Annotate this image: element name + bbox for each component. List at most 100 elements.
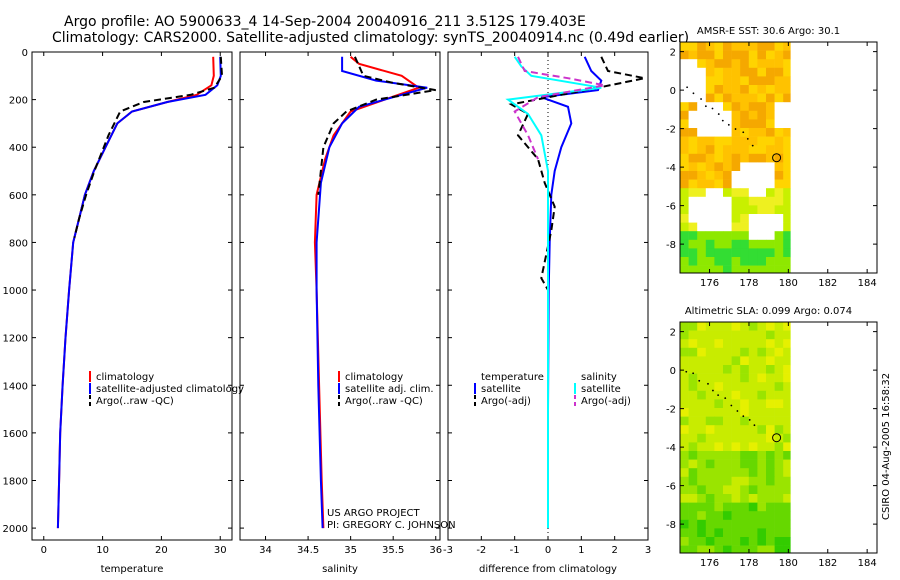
map-cell bbox=[748, 322, 758, 331]
map-cell bbox=[705, 537, 715, 546]
map-cell bbox=[748, 442, 758, 452]
map-cell bbox=[766, 93, 775, 103]
map-cell bbox=[705, 136, 715, 146]
salinity-frame bbox=[239, 51, 441, 541]
map-cell bbox=[783, 93, 791, 103]
sst_map-coast-dot bbox=[700, 98, 702, 100]
map-cell bbox=[697, 239, 707, 249]
sla_map-ytick-label: 2 bbox=[670, 328, 676, 339]
map-cell bbox=[774, 214, 784, 223]
map-cell bbox=[766, 188, 775, 198]
map-cell bbox=[774, 110, 784, 120]
map-cell bbox=[774, 347, 784, 357]
map-cell bbox=[748, 239, 758, 249]
map-cell bbox=[697, 339, 707, 349]
map-cell bbox=[740, 528, 750, 538]
map-cell bbox=[714, 365, 724, 374]
map-cell bbox=[697, 425, 707, 435]
map-cell bbox=[688, 356, 698, 366]
map-cell bbox=[688, 239, 698, 249]
map-cell bbox=[680, 153, 689, 163]
map-cell bbox=[723, 330, 732, 340]
map-cell bbox=[757, 153, 767, 163]
map-cell bbox=[740, 265, 750, 274]
map-cell bbox=[697, 408, 707, 417]
map-cell bbox=[688, 365, 698, 374]
map-cell bbox=[680, 93, 689, 103]
map-cell bbox=[688, 382, 698, 392]
map-cell bbox=[705, 42, 715, 51]
map-cell bbox=[774, 162, 784, 172]
map-cell bbox=[714, 171, 724, 180]
map-cell bbox=[688, 511, 698, 521]
map-cell bbox=[757, 171, 767, 180]
sla_map-xtick-label: 178 bbox=[739, 558, 758, 569]
map-cell bbox=[705, 416, 715, 426]
map-cell bbox=[748, 205, 758, 215]
map-cell bbox=[740, 382, 750, 392]
map-cell bbox=[731, 494, 741, 503]
map-cell bbox=[680, 347, 689, 357]
sst_map-profile-marker bbox=[772, 153, 782, 163]
map-cell bbox=[757, 85, 767, 94]
map-cell bbox=[688, 339, 698, 349]
map-cell bbox=[757, 179, 767, 189]
map-cell bbox=[705, 93, 715, 103]
map-cell bbox=[774, 128, 784, 137]
map-cell bbox=[705, 231, 715, 241]
map-cell bbox=[714, 76, 724, 86]
map-cell bbox=[705, 162, 715, 172]
sst_map-coast-dot bbox=[746, 137, 749, 140]
map-cell bbox=[705, 519, 715, 529]
map-cell bbox=[740, 502, 750, 512]
map-cell bbox=[688, 93, 698, 103]
map-cell bbox=[697, 382, 707, 392]
map-cell bbox=[688, 50, 698, 60]
map-cell bbox=[705, 322, 715, 331]
map-cell bbox=[688, 519, 698, 529]
difference-temp-legend-label: temperature bbox=[481, 372, 544, 383]
map-cell bbox=[723, 373, 732, 383]
map-cell bbox=[731, 128, 741, 137]
map-cell bbox=[740, 459, 750, 469]
map-cell bbox=[766, 330, 775, 340]
map-cell bbox=[680, 537, 689, 546]
map-cell bbox=[766, 196, 775, 206]
map-cell bbox=[783, 257, 791, 266]
map-cell bbox=[748, 102, 758, 112]
map-cell bbox=[731, 322, 741, 331]
temperature-xtick-label: 20 bbox=[155, 545, 168, 556]
map-cell bbox=[697, 330, 707, 340]
map-cell bbox=[740, 511, 750, 521]
map-cell bbox=[680, 322, 689, 331]
map-cell bbox=[680, 433, 689, 443]
map-cell bbox=[714, 85, 724, 94]
map-cell bbox=[688, 442, 698, 452]
map-cell bbox=[766, 468, 775, 478]
map-cell bbox=[757, 205, 767, 215]
difference-series-argo-adj-temperature- bbox=[508, 56, 645, 291]
map-cell bbox=[757, 519, 767, 529]
map-cell bbox=[766, 451, 775, 460]
map-cell bbox=[731, 119, 741, 129]
map-cell bbox=[783, 373, 791, 383]
map-cell bbox=[688, 502, 698, 512]
map-cell bbox=[766, 67, 775, 77]
difference-xtick-label: 1 bbox=[578, 545, 584, 556]
sst_map-xtick-label: 182 bbox=[818, 278, 837, 289]
map-cell bbox=[688, 494, 698, 503]
map-cell bbox=[680, 59, 689, 69]
map-cell bbox=[714, 110, 724, 120]
map-cell bbox=[680, 231, 689, 241]
map-cell bbox=[748, 110, 758, 120]
map-cell bbox=[697, 373, 707, 383]
map-cell bbox=[731, 356, 741, 366]
map-cell bbox=[688, 322, 698, 331]
map-cell bbox=[680, 42, 689, 51]
map-cell bbox=[680, 485, 689, 495]
map-cell bbox=[714, 128, 724, 137]
sst_map-coast-dot bbox=[704, 105, 707, 108]
map-cell bbox=[757, 356, 767, 366]
map-cell bbox=[740, 119, 750, 129]
map-cell bbox=[723, 205, 732, 215]
